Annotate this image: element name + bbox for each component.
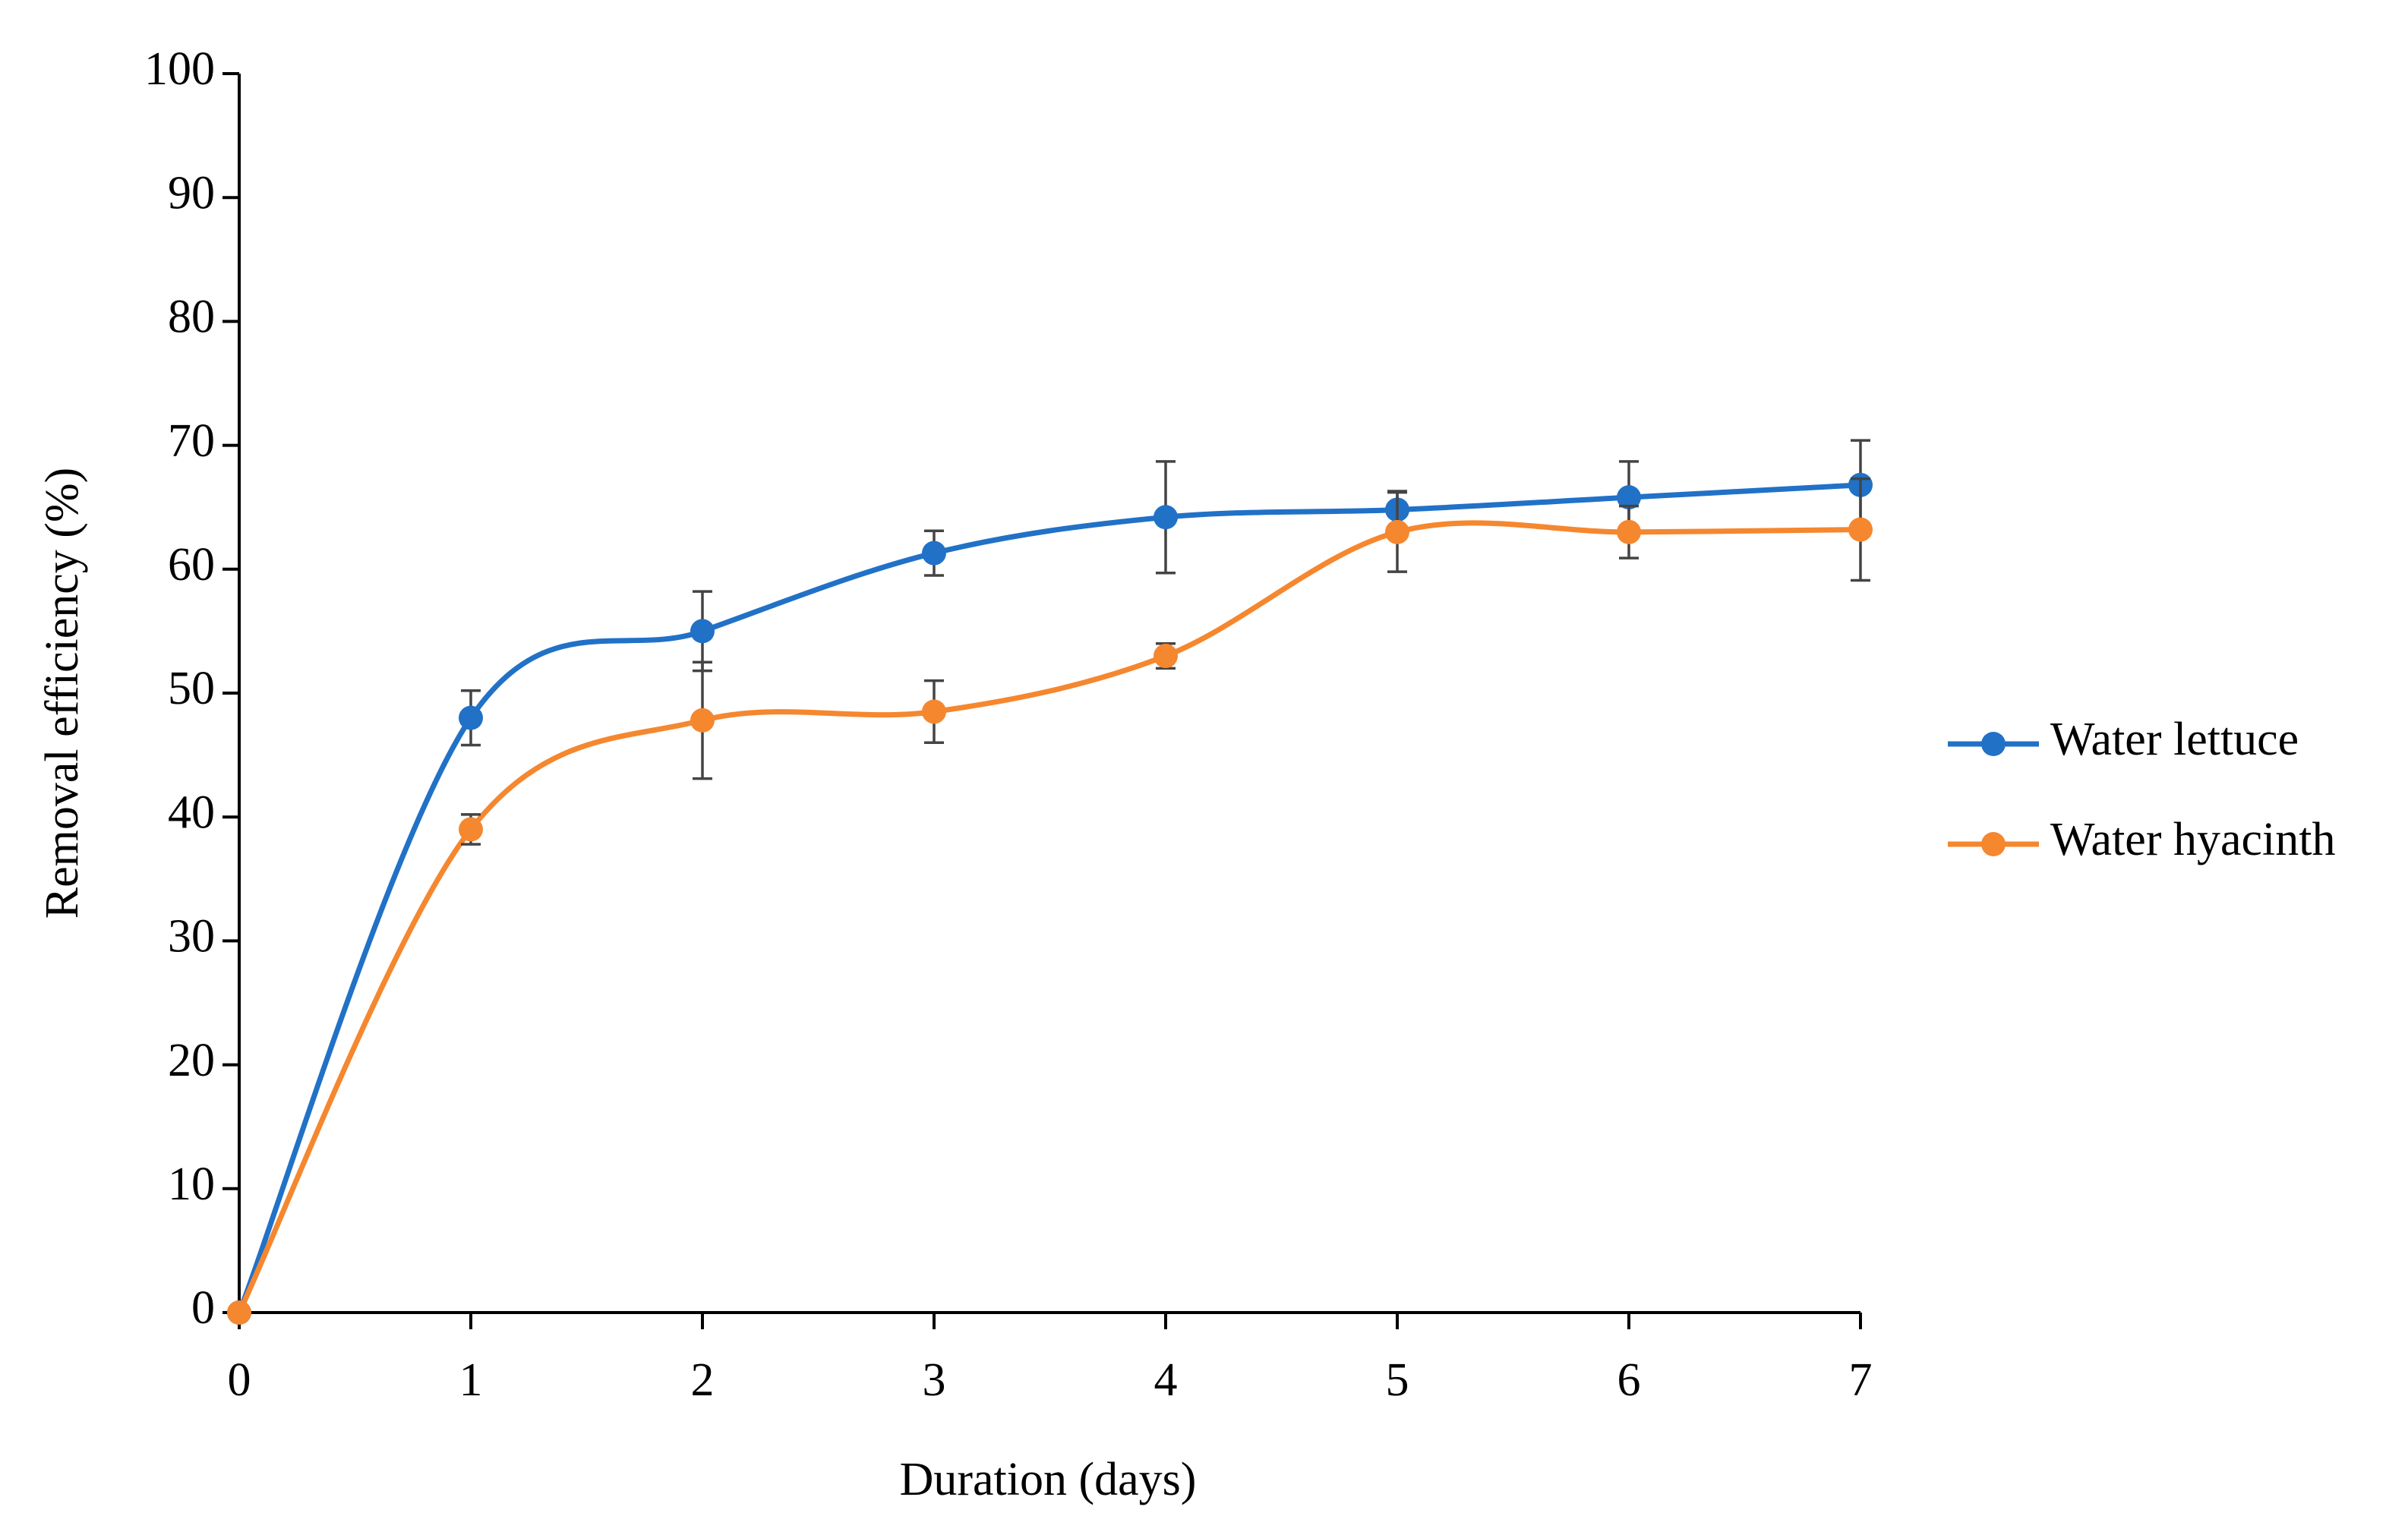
data-point — [459, 817, 483, 842]
data-point — [922, 541, 946, 566]
x-tick-label: 6 — [1617, 1354, 1641, 1406]
data-point — [1385, 519, 1409, 544]
y-axis-label: Removal efficiency (%) — [36, 468, 88, 919]
data-point — [1154, 644, 1178, 669]
data-point — [690, 708, 715, 733]
y-tick-label: 50 — [168, 663, 215, 714]
y-tick-label: 80 — [168, 292, 215, 343]
y-tick-label: 40 — [168, 786, 215, 838]
y-tick-label: 90 — [168, 167, 215, 219]
data-point — [1154, 505, 1178, 530]
x-tick-label: 4 — [1154, 1354, 1178, 1406]
data-point — [1848, 517, 1873, 542]
legend-marker — [1981, 732, 2006, 756]
x-tick-label: 1 — [459, 1354, 483, 1406]
y-tick-label: 60 — [168, 539, 215, 591]
data-point — [459, 705, 483, 730]
x-tick-label: 2 — [691, 1354, 715, 1406]
data-point — [1617, 485, 1641, 510]
x-tick-label: 3 — [923, 1354, 946, 1406]
y-tick-label: 70 — [168, 415, 215, 467]
x-tick-label: 0 — [228, 1354, 251, 1406]
data-point — [922, 699, 946, 724]
legend-marker — [1981, 832, 2006, 856]
data-point — [227, 1300, 251, 1325]
y-tick-label: 0 — [191, 1282, 215, 1334]
y-tick-label: 100 — [144, 43, 215, 95]
data-point — [690, 619, 715, 644]
x-tick-label: 5 — [1386, 1354, 1409, 1406]
legend-label: Water hyacinth — [2050, 814, 2335, 865]
legend-label: Water lettuce — [2050, 714, 2299, 765]
series-line — [236, 520, 1861, 1314]
series-line — [236, 482, 1861, 1314]
y-tick-label: 20 — [168, 1035, 215, 1086]
y-tick-label: 10 — [168, 1158, 215, 1210]
y-tick-label: 30 — [168, 911, 215, 963]
x-tick-label: 7 — [1849, 1354, 1873, 1406]
x-axis-label: Duration (days) — [900, 1454, 1197, 1505]
data-point — [1617, 519, 1641, 544]
